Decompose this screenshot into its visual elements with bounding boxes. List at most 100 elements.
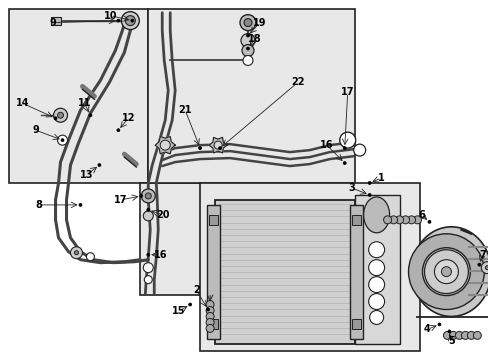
Text: 6: 6 xyxy=(417,210,424,220)
Circle shape xyxy=(131,19,134,22)
Text: 8: 8 xyxy=(35,200,42,210)
Circle shape xyxy=(367,181,370,184)
Ellipse shape xyxy=(363,197,389,233)
Ellipse shape xyxy=(411,227,488,316)
Bar xyxy=(209,319,218,329)
Circle shape xyxy=(477,263,480,266)
Circle shape xyxy=(246,34,249,37)
Circle shape xyxy=(144,276,152,284)
Circle shape xyxy=(369,310,383,324)
Circle shape xyxy=(205,306,214,315)
Circle shape xyxy=(368,293,384,310)
Polygon shape xyxy=(209,138,226,153)
Circle shape xyxy=(467,332,474,339)
Circle shape xyxy=(242,45,253,57)
Text: 10: 10 xyxy=(103,11,117,21)
Circle shape xyxy=(353,144,365,156)
Circle shape xyxy=(143,211,153,221)
Circle shape xyxy=(89,114,92,117)
Circle shape xyxy=(441,267,450,276)
Circle shape xyxy=(205,312,214,320)
Circle shape xyxy=(433,260,457,284)
Text: 16: 16 xyxy=(319,140,333,150)
Circle shape xyxy=(188,303,191,306)
Circle shape xyxy=(70,247,82,259)
Text: 21: 21 xyxy=(178,105,191,115)
Circle shape xyxy=(160,140,170,150)
Bar xyxy=(140,183,247,294)
Circle shape xyxy=(368,242,384,258)
Bar xyxy=(354,195,399,345)
Bar xyxy=(50,17,61,24)
Bar xyxy=(148,9,354,183)
Circle shape xyxy=(145,193,151,199)
Circle shape xyxy=(61,139,64,141)
Circle shape xyxy=(146,253,149,256)
Circle shape xyxy=(389,216,397,224)
Circle shape xyxy=(246,47,249,50)
Bar xyxy=(9,9,148,183)
Circle shape xyxy=(53,108,67,122)
Circle shape xyxy=(117,19,120,22)
Text: 17: 17 xyxy=(340,87,354,97)
Text: 16: 16 xyxy=(153,250,166,260)
Bar xyxy=(349,205,362,339)
Circle shape xyxy=(58,135,67,145)
Circle shape xyxy=(121,12,139,30)
Circle shape xyxy=(454,332,463,339)
Polygon shape xyxy=(155,136,175,154)
Text: 5: 5 xyxy=(447,336,454,346)
Text: 19: 19 xyxy=(253,18,266,28)
Circle shape xyxy=(480,262,488,274)
Text: 2: 2 xyxy=(192,284,199,294)
Wedge shape xyxy=(407,234,483,310)
Bar xyxy=(200,183,419,351)
Text: 9: 9 xyxy=(49,18,56,28)
Circle shape xyxy=(343,147,346,150)
Circle shape xyxy=(437,323,440,326)
Text: 20: 20 xyxy=(156,210,170,220)
Circle shape xyxy=(243,55,252,66)
Text: 15: 15 xyxy=(171,306,184,316)
Circle shape xyxy=(368,276,384,293)
Circle shape xyxy=(79,203,82,206)
Circle shape xyxy=(205,301,214,309)
Circle shape xyxy=(395,216,403,224)
Circle shape xyxy=(74,251,78,255)
Circle shape xyxy=(367,193,370,197)
Bar xyxy=(215,200,354,345)
Circle shape xyxy=(98,163,101,167)
Circle shape xyxy=(244,19,251,27)
Text: 12: 12 xyxy=(122,113,135,123)
Text: 9: 9 xyxy=(32,125,39,135)
Circle shape xyxy=(54,117,57,120)
Circle shape xyxy=(117,129,120,132)
Circle shape xyxy=(205,319,214,327)
Circle shape xyxy=(240,15,255,31)
Circle shape xyxy=(339,132,355,148)
Circle shape xyxy=(427,220,430,223)
Text: 22: 22 xyxy=(290,77,304,87)
Circle shape xyxy=(205,324,214,332)
Text: 18: 18 xyxy=(247,33,261,44)
Circle shape xyxy=(472,332,480,339)
Circle shape xyxy=(86,253,94,261)
Circle shape xyxy=(407,216,415,224)
Circle shape xyxy=(58,112,63,118)
Text: 13: 13 xyxy=(80,170,93,180)
Circle shape xyxy=(143,263,153,273)
Circle shape xyxy=(198,147,201,150)
Text: 7: 7 xyxy=(478,250,485,260)
Circle shape xyxy=(443,332,450,339)
Circle shape xyxy=(383,216,391,224)
Bar xyxy=(351,319,360,329)
Circle shape xyxy=(146,208,149,211)
Text: 3: 3 xyxy=(347,183,354,193)
Bar xyxy=(351,215,360,225)
Bar xyxy=(207,205,220,339)
Text: 17: 17 xyxy=(113,195,127,205)
Circle shape xyxy=(447,330,450,333)
Circle shape xyxy=(448,332,456,339)
Circle shape xyxy=(343,162,346,165)
Circle shape xyxy=(125,15,135,26)
